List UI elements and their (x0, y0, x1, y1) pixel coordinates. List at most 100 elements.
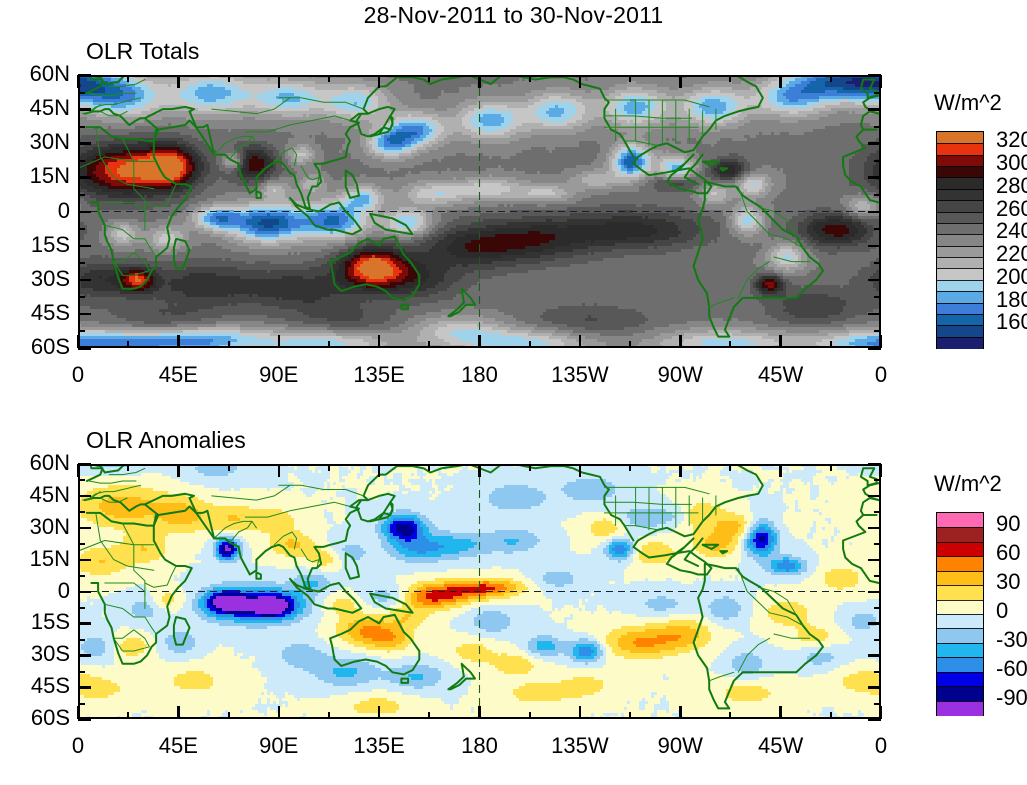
colorbar-title-olr-anomalies: W/m^2 (934, 471, 1002, 497)
lon-tick-label: 135W (530, 362, 630, 388)
colorbar-band (937, 166, 983, 179)
axis-tick (377, 464, 381, 477)
lat-tick-label: 30N (0, 129, 70, 155)
colorbar-olr-anomalies (936, 512, 984, 717)
colorbar-band (937, 585, 983, 601)
axis-tick (78, 330, 85, 333)
colorbar-tick-label: 60 (996, 540, 1020, 566)
axis-tick (78, 526, 91, 530)
axis-tick (879, 335, 883, 348)
axis-tick (868, 622, 881, 625)
axis-tick (177, 335, 180, 348)
axis-tick (78, 718, 91, 721)
axis-tick (277, 335, 281, 348)
colorbar-tick-label: 30 (996, 569, 1020, 595)
axis-tick (78, 654, 91, 657)
axis-tick (629, 712, 632, 719)
colorbar-band (937, 527, 983, 544)
colorbar-band (937, 177, 983, 191)
axis-tick (868, 494, 881, 498)
lat-tick-label: 15N (0, 546, 70, 572)
colorbar-tick-label: 280 (996, 173, 1027, 199)
colorbar-tick-label: 240 (996, 218, 1027, 244)
axis-tick (78, 278, 91, 282)
colorbar-band (937, 154, 983, 168)
axis-tick (679, 335, 682, 348)
lon-tick-label: 180 (430, 362, 530, 388)
axis-tick (879, 706, 883, 719)
axis-tick (78, 312, 91, 316)
axis-tick (578, 75, 582, 88)
lon-tick-label: 45W (731, 733, 831, 759)
axis-tick (779, 75, 782, 88)
axis-tick (327, 464, 330, 471)
axis-tick (874, 670, 881, 673)
colorbar-band (937, 671, 983, 688)
axis-tick (779, 335, 782, 348)
axis-tick (428, 464, 431, 471)
axis-tick (729, 712, 732, 719)
axis-tick (679, 464, 682, 477)
panel-title-olr-totals: OLR Totals (86, 38, 199, 65)
colorbar-band (937, 245, 983, 259)
axis-tick (277, 464, 281, 477)
colorbar-band (937, 279, 983, 293)
colorbar-band (937, 211, 983, 225)
axis-tick (528, 464, 531, 471)
colorbar-band (937, 700, 983, 717)
lon-tick-label: 135E (329, 362, 429, 388)
lon-tick-label: 90W (630, 362, 730, 388)
axis-tick (478, 464, 481, 477)
axis-tick (78, 479, 85, 482)
lon-tick-label: 0 (831, 733, 931, 759)
lon-tick-label: 180 (430, 733, 530, 759)
axis-tick (868, 176, 881, 179)
lon-tick-label: 0 (28, 733, 128, 759)
axis-tick (327, 712, 330, 719)
axis-tick (868, 654, 881, 657)
lon-tick-label: 135W (530, 733, 630, 759)
lon-tick-label: 90E (229, 362, 329, 388)
colorbar-band (937, 686, 983, 702)
figure-title: 28-Nov-2011 to 30-Nov-2011 (0, 2, 1027, 29)
colorbar-band (937, 556, 983, 573)
lat-tick-label: 30S (0, 266, 70, 292)
map-plot-olr-totals (78, 75, 881, 348)
axis-tick (829, 341, 832, 348)
lat-tick-label: 60N (0, 450, 70, 476)
axis-tick (868, 244, 881, 248)
map-plot-olr-anomalies (78, 464, 881, 719)
colorbar-tick-label: 260 (996, 196, 1027, 222)
axis-tick (874, 228, 881, 231)
axis-tick (874, 479, 881, 482)
lat-tick-label: 60N (0, 61, 70, 87)
axis-tick (428, 341, 431, 348)
lon-tick-label: 90W (630, 733, 730, 759)
axis-tick (78, 494, 91, 498)
axis-tick (729, 341, 732, 348)
axis-tick (377, 706, 381, 719)
axis-tick (874, 91, 881, 94)
axis-tick (78, 228, 85, 231)
axis-tick (127, 75, 130, 82)
colorbar-tick-label: 160 (996, 309, 1027, 335)
axis-tick (428, 712, 431, 719)
axis-tick (78, 347, 91, 350)
axis-tick (127, 341, 130, 348)
axis-tick (874, 159, 881, 162)
lat-tick-label: 45N (0, 95, 70, 121)
axis-tick (78, 622, 91, 625)
axis-tick (629, 341, 632, 348)
axis-tick (868, 210, 881, 213)
axis-tick (528, 75, 531, 82)
colorbar-band (937, 325, 983, 339)
lat-tick-label: 15N (0, 163, 70, 189)
axis-tick (874, 543, 881, 546)
axis-tick (78, 463, 91, 466)
axis-tick (729, 464, 732, 471)
colorbar-tick-label: 300 (996, 150, 1027, 176)
axis-tick (78, 511, 85, 514)
axis-tick (428, 75, 431, 82)
axis-tick (78, 108, 91, 111)
